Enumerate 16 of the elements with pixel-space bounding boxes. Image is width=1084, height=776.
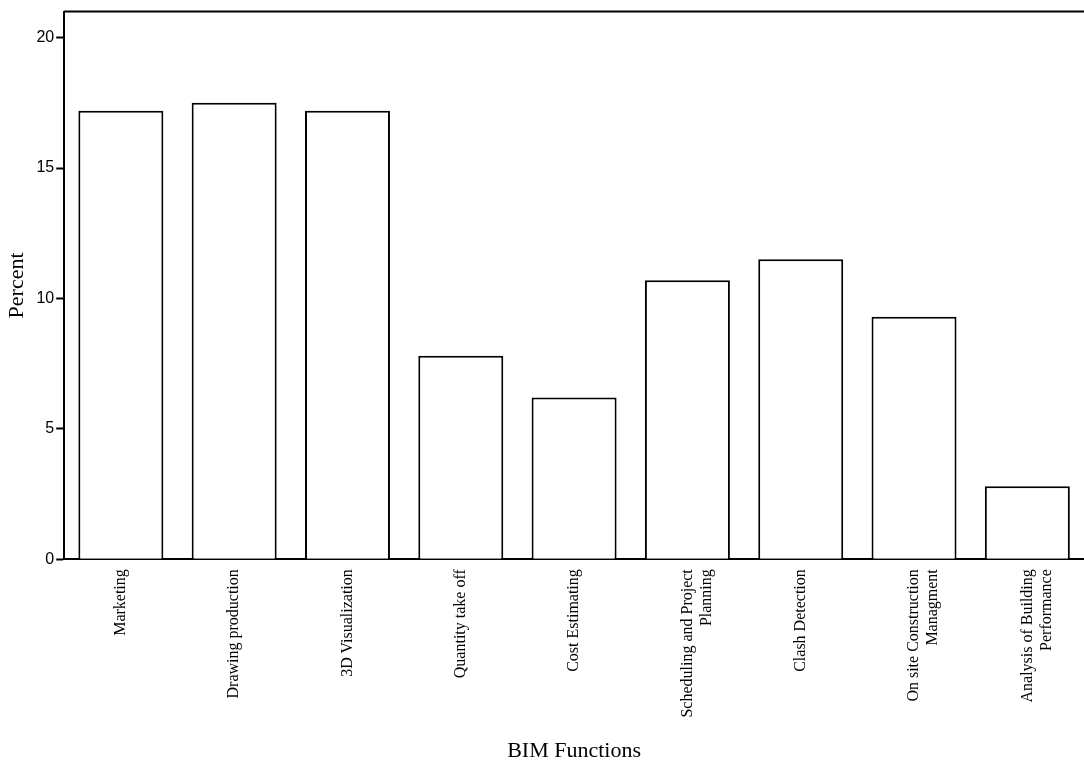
- x-axis-title: BIM Functions: [507, 736, 642, 762]
- y-axis-title: Percent: [2, 252, 28, 319]
- y-tick-label: 20: [36, 28, 55, 46]
- x-tick-label: Marketing: [111, 569, 130, 636]
- y-tick-label: 0: [45, 549, 55, 567]
- x-tick-label: On site Construction Managment: [904, 568, 942, 702]
- y-tick-label: 5: [45, 419, 55, 437]
- y-tick-label: 10: [36, 288, 55, 306]
- x-tick-label: Analysis of Building Performance: [1017, 569, 1054, 703]
- x-tick-label: Clash Detection: [790, 569, 808, 672]
- x-tick-label: Drawing production: [224, 569, 243, 699]
- x-tick-label: 3D Visualization: [337, 569, 355, 677]
- y-tick-label: 15: [36, 158, 55, 176]
- x-tick-label: Scheduling and Project Planning: [677, 568, 715, 718]
- x-tick-label: Quantity take off: [450, 568, 469, 679]
- x-tick-label: Cost Estimating: [564, 569, 583, 672]
